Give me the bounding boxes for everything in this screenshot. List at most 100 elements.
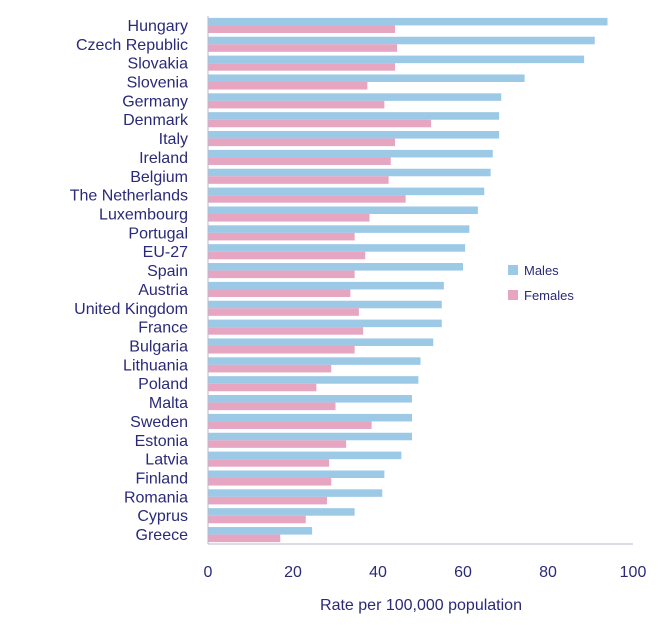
bar-males-portugal (208, 225, 470, 233)
bar-females-romania (208, 496, 327, 505)
bar-males-eu-27 (208, 244, 466, 252)
bar-males-slovakia (208, 55, 585, 64)
category-label: Ireland (139, 150, 188, 167)
bar-females-cyprus (208, 515, 306, 524)
bar-males-austria (208, 281, 444, 290)
category-label: EU-27 (143, 244, 188, 261)
bar-females-sweden (208, 421, 372, 429)
bar-females-portugal (208, 232, 355, 241)
bar-females-eu-27 (208, 251, 366, 260)
category-label: Sweden (130, 414, 188, 431)
category-label: Lithuania (123, 357, 188, 374)
bar-males-slovenia (208, 74, 525, 82)
category-labels: Hungary Czech Republic Slovakia SloveniaGer… (70, 18, 189, 544)
bar-males-united-kingdom (208, 300, 442, 309)
bar-females-czech-republic (208, 44, 398, 52)
category-label: Czech Republic (76, 37, 188, 54)
bar-females-slovakia (208, 63, 395, 71)
bar-males-italy (208, 131, 500, 139)
category-label: Belgium (130, 169, 188, 186)
category-label: Germany (122, 93, 188, 110)
bar-females-poland (208, 383, 317, 392)
bar-males-lithuania (208, 357, 421, 365)
bar-females-spain (208, 270, 355, 279)
bar-females-germany (208, 100, 385, 109)
bar-females-lithuania (208, 364, 332, 373)
bar-males-bulgaria (208, 338, 434, 346)
bar-females-austria (208, 289, 351, 297)
x-tick-label: 60 (454, 564, 472, 581)
category-label: France (138, 320, 188, 337)
bar-females-the-netherlands (208, 195, 406, 203)
x-axis-title: Rate per 100,000 population (320, 597, 522, 614)
bar-females-hungary (208, 25, 395, 33)
bar-females-malta (208, 402, 336, 411)
category-label: Greece (136, 527, 189, 544)
bar-males-the-netherlands (208, 187, 485, 196)
bar-females-ireland (208, 157, 391, 165)
bar-males-germany (208, 93, 502, 101)
category-label: Estonia (135, 433, 188, 450)
bar-females-slovenia (208, 82, 368, 90)
x-tick-label: 40 (369, 564, 387, 581)
bar-males-hungary (208, 17, 608, 26)
x-tick-label: 0 (204, 564, 213, 581)
bar-females-france (208, 327, 364, 335)
bar-females-greece (208, 534, 281, 543)
legend-swatch-males (508, 265, 518, 275)
bar-males-ireland (208, 149, 493, 158)
category-label: The Netherlands (70, 188, 188, 205)
bar-females-estonia (208, 440, 347, 448)
bar-males-spain (208, 263, 463, 271)
bar-males-poland (208, 376, 419, 384)
bar-females-latvia (208, 459, 330, 467)
x-tick-label: 20 (284, 564, 302, 581)
category-label: Austria (138, 282, 188, 299)
bar-males-romania (208, 489, 383, 497)
category-label: United Kingdom (74, 301, 188, 318)
bar-males-luxembourg (208, 206, 478, 214)
bar-males-czech-republic (208, 36, 595, 45)
category-label: Malta (149, 395, 188, 412)
category-label: Cyprus (137, 508, 188, 525)
legend-swatch-females (508, 290, 518, 300)
category-label: Portugal (128, 225, 188, 242)
category-label: Denmark (123, 112, 189, 129)
bar-males-france (208, 319, 442, 328)
bar-males-cyprus (208, 508, 355, 516)
legend: Males Females (508, 263, 574, 303)
bar-females-belgium (208, 176, 389, 184)
bar-males-finland (208, 470, 385, 478)
bar-males-latvia (208, 451, 402, 460)
bar-males-belgium (208, 168, 491, 177)
x-tick-labels: 0 20 40 60 80 100 (204, 564, 647, 581)
category-label: Finland (136, 471, 188, 488)
category-label: Luxembourg (99, 207, 188, 224)
x-tick-label: 100 (620, 564, 647, 581)
bar-females-denmark (208, 119, 432, 128)
x-tick-label: 80 (539, 564, 557, 581)
category-label: Slovakia (128, 56, 189, 73)
bar-males-denmark (208, 112, 500, 120)
category-label: Spain (147, 263, 188, 280)
category-label: Romania (124, 489, 188, 506)
bar-males-greece (208, 527, 313, 535)
category-label: Poland (138, 376, 188, 393)
category-label: Latvia (145, 452, 188, 469)
bar-males-sweden (208, 413, 412, 422)
bar-females-luxembourg (208, 214, 370, 222)
bars-group (208, 17, 608, 543)
bar-males-malta (208, 395, 412, 403)
bar-females-italy (208, 138, 395, 147)
legend-label-males: Males (524, 263, 559, 278)
bar-males-estonia (208, 432, 412, 441)
bar-females-finland (208, 478, 332, 486)
category-label: Hungary (128, 18, 188, 35)
category-label: Bulgaria (129, 339, 188, 356)
category-label: Italy (159, 131, 188, 148)
bar-females-united-kingdom (208, 308, 359, 316)
bar-females-bulgaria (208, 346, 355, 354)
legend-label-females: Females (524, 288, 574, 303)
category-label: Slovenia (127, 75, 188, 92)
